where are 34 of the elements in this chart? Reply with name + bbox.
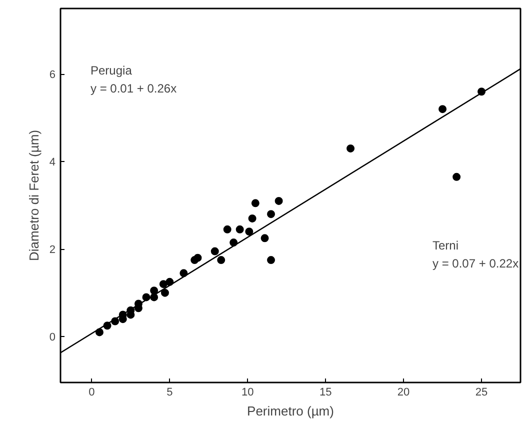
annotation: y = 0.07 + 0.22x (432, 256, 519, 270)
point (160, 288, 169, 297)
point (159, 280, 168, 288)
annotation: y = 0.01 + 0.26x (90, 82, 177, 96)
point (452, 172, 461, 181)
point (260, 234, 269, 242)
point (245, 228, 254, 236)
point (194, 254, 202, 262)
point (267, 256, 276, 264)
point (223, 225, 232, 234)
y-axis-title: Diametro di Feret (µm) (26, 130, 42, 262)
point (150, 286, 158, 295)
y-tick-label: 2 (49, 244, 56, 256)
y-tick-label: 0 (49, 332, 56, 344)
x-tick-label: 5 (166, 386, 173, 398)
y-tick-label: 4 (49, 156, 56, 169)
x-tick-label: 20 (397, 386, 410, 398)
point (438, 105, 447, 114)
point (274, 196, 283, 205)
point (210, 247, 219, 256)
y-tick-label: 6 (49, 69, 56, 82)
point (217, 256, 226, 264)
point (267, 210, 276, 218)
point (236, 225, 244, 234)
annotation: Terni (432, 238, 459, 252)
point (251, 199, 260, 208)
x-tick-label: 25 (475, 386, 488, 398)
point (346, 144, 355, 152)
x-tick-label: 10 (242, 386, 254, 398)
x-tick-label: 15 (319, 386, 332, 398)
annotation: Perugia (90, 64, 132, 78)
point (248, 214, 256, 222)
x-tick-label: 0 (88, 386, 95, 398)
x-axis-title: Perimetro (µm) (247, 404, 334, 418)
